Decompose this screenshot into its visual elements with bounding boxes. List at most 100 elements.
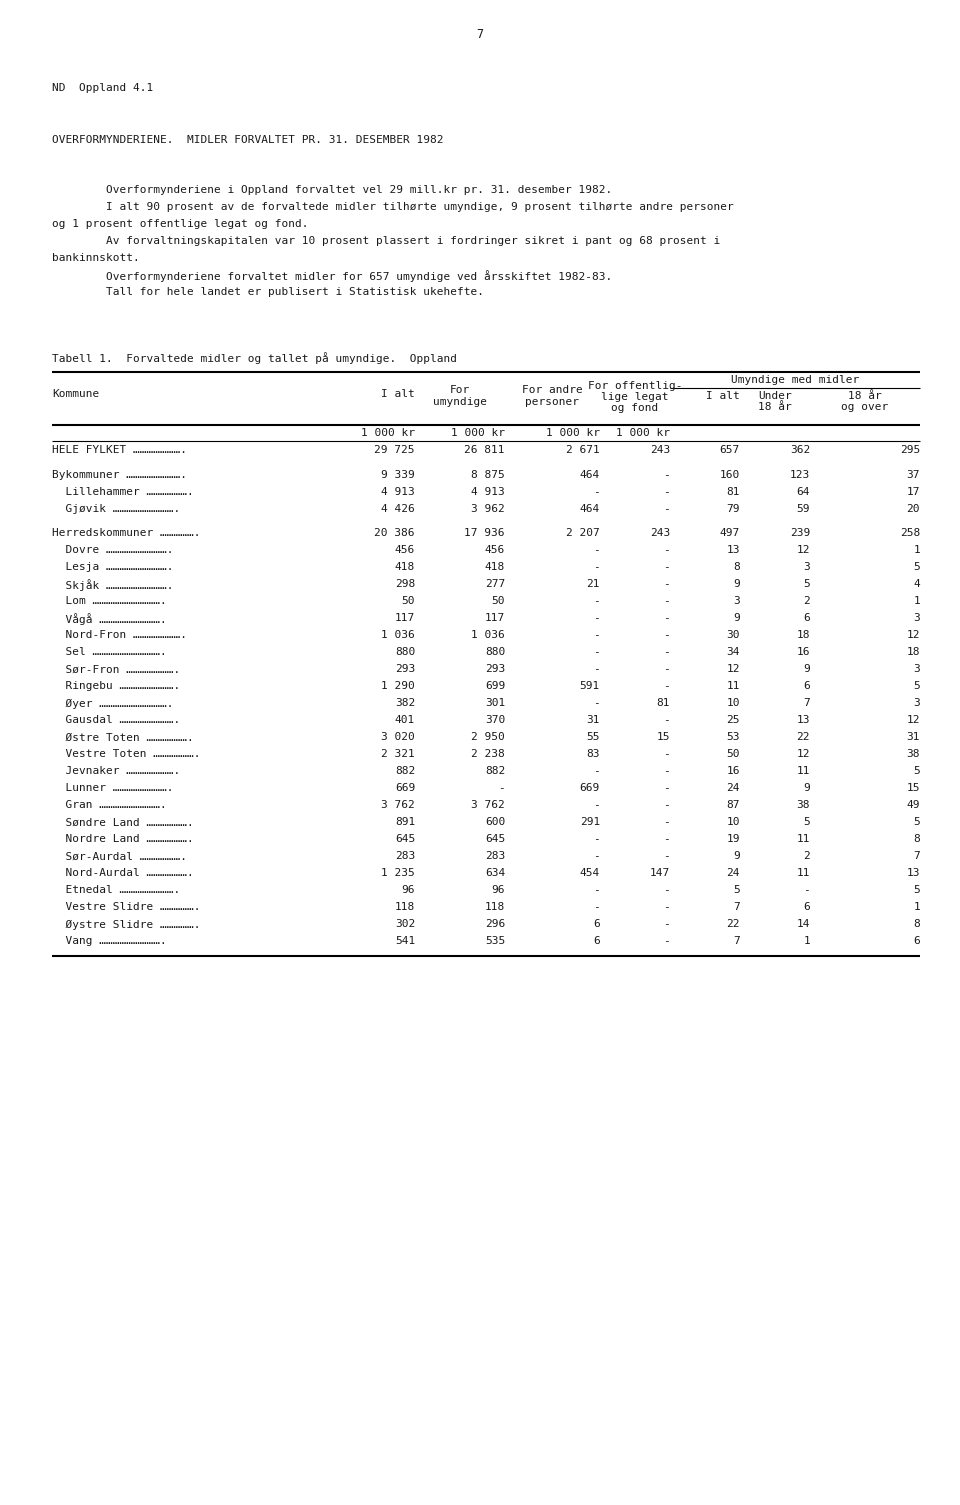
Text: 50: 50 <box>492 596 505 607</box>
Text: 4: 4 <box>913 579 920 590</box>
Text: -: - <box>593 698 600 709</box>
Text: 81: 81 <box>657 698 670 709</box>
Text: ND  Oppland 4.1: ND Oppland 4.1 <box>52 83 154 93</box>
Text: 12: 12 <box>797 749 810 760</box>
Text: 669: 669 <box>395 783 415 793</box>
Text: 11: 11 <box>797 766 810 777</box>
Text: 277: 277 <box>485 579 505 590</box>
Text: 5: 5 <box>804 817 810 828</box>
Text: 18 år: 18 år <box>758 402 792 412</box>
Text: 6: 6 <box>804 903 810 912</box>
Text: Tabell 1.  Forvaltede midler og tallet på umyndige.  Oppland: Tabell 1. Forvaltede midler og tallet på… <box>52 352 457 364</box>
Text: 5: 5 <box>913 682 920 691</box>
Text: 418: 418 <box>395 563 415 572</box>
Text: 11: 11 <box>797 834 810 844</box>
Text: 591: 591 <box>580 682 600 691</box>
Text: 258: 258 <box>900 528 920 539</box>
Text: 9: 9 <box>804 664 810 674</box>
Text: Østre Toten ……………….: Østre Toten ………………. <box>52 733 194 742</box>
Text: 291: 291 <box>580 817 600 828</box>
Text: -: - <box>663 903 670 912</box>
Text: Overformynderiene forvaltet midler for 657 umyndige ved årsskiftet 1982-83.: Overformynderiene forvaltet midler for 6… <box>52 269 612 281</box>
Text: Skjåk ……………………….: Skjåk ………………………. <box>52 579 174 591</box>
Text: 118: 118 <box>395 903 415 912</box>
Text: -: - <box>498 783 505 793</box>
Text: og over: og over <box>841 402 889 412</box>
Text: 401: 401 <box>395 715 415 725</box>
Text: I alt: I alt <box>381 388 415 399</box>
Text: -: - <box>663 749 670 760</box>
Text: 541: 541 <box>395 936 415 947</box>
Text: 16: 16 <box>727 766 740 777</box>
Text: Dovre ……………………….: Dovre ………………………. <box>52 545 174 555</box>
Text: I alt 90 prosent av de forvaltede midler tilhørte umyndige, 9 prosent tilhørte a: I alt 90 prosent av de forvaltede midler… <box>52 202 733 212</box>
Text: -: - <box>663 682 670 691</box>
Text: 669: 669 <box>580 783 600 793</box>
Text: 295: 295 <box>900 445 920 455</box>
Text: 1 000 kr: 1 000 kr <box>616 427 670 438</box>
Text: 10: 10 <box>727 698 740 709</box>
Text: 4 426: 4 426 <box>381 504 415 513</box>
Text: 117: 117 <box>395 614 415 623</box>
Text: -: - <box>663 936 670 947</box>
Text: Av forvaltningskapitalen var 10 prosent plassert i fordringer sikret i pant og 6: Av forvaltningskapitalen var 10 prosent … <box>52 236 720 245</box>
Text: 7: 7 <box>913 852 920 861</box>
Text: OVERFORMYNDERIENE.  MIDLER FORVALTET PR. 31. DESEMBER 1982: OVERFORMYNDERIENE. MIDLER FORVALTET PR. … <box>52 135 444 144</box>
Text: 1 000 kr: 1 000 kr <box>451 427 505 438</box>
Text: 14: 14 <box>797 920 810 929</box>
Text: -: - <box>663 817 670 828</box>
Text: 8: 8 <box>913 920 920 929</box>
Text: Gausdal …………………….: Gausdal ……………………. <box>52 715 180 725</box>
Text: 1 290: 1 290 <box>381 682 415 691</box>
Text: 1 036: 1 036 <box>471 631 505 640</box>
Text: 302: 302 <box>395 920 415 929</box>
Text: 1: 1 <box>804 936 810 947</box>
Text: 24: 24 <box>727 868 740 879</box>
Text: -: - <box>593 834 600 844</box>
Text: 880: 880 <box>395 647 415 658</box>
Text: -: - <box>663 664 670 674</box>
Text: 18: 18 <box>906 647 920 658</box>
Text: Lunner …………………….: Lunner ……………………. <box>52 783 174 793</box>
Text: -: - <box>804 885 810 895</box>
Text: 1 036: 1 036 <box>381 631 415 640</box>
Text: 699: 699 <box>485 682 505 691</box>
Text: 19: 19 <box>727 834 740 844</box>
Text: 18: 18 <box>797 631 810 640</box>
Text: 497: 497 <box>720 528 740 539</box>
Text: -: - <box>593 486 600 497</box>
Text: -: - <box>663 486 670 497</box>
Text: 418: 418 <box>485 563 505 572</box>
Text: Nordre Land ……………….: Nordre Land ………………. <box>52 834 194 844</box>
Text: 12: 12 <box>727 664 740 674</box>
Text: Nord-Fron ………………….: Nord-Fron …………………. <box>52 631 187 640</box>
Text: Jevnaker ………………….: Jevnaker …………………. <box>52 766 180 777</box>
Text: 12: 12 <box>906 715 920 725</box>
Text: -: - <box>593 563 600 572</box>
Text: -: - <box>663 596 670 607</box>
Text: 3: 3 <box>913 664 920 674</box>
Text: Øyer ………………………….: Øyer …………………………. <box>52 698 174 709</box>
Text: 53: 53 <box>727 733 740 742</box>
Text: 1 000 kr: 1 000 kr <box>546 427 600 438</box>
Text: Umyndige med midler: Umyndige med midler <box>731 375 859 385</box>
Text: HELE FYLKET ………………….: HELE FYLKET …………………. <box>52 445 187 455</box>
Text: 1 235: 1 235 <box>381 868 415 879</box>
Text: 18 år: 18 år <box>848 391 882 400</box>
Text: 5: 5 <box>733 885 740 895</box>
Text: 2 671: 2 671 <box>566 445 600 455</box>
Text: 464: 464 <box>580 470 600 480</box>
Text: 3 762: 3 762 <box>381 801 415 810</box>
Text: Overformynderiene i Oppland forvaltet vel 29 mill.kr pr. 31. desember 1982.: Overformynderiene i Oppland forvaltet ve… <box>52 185 612 196</box>
Text: 296: 296 <box>485 920 505 929</box>
Text: 4 913: 4 913 <box>471 486 505 497</box>
Text: 147: 147 <box>650 868 670 879</box>
Text: 25: 25 <box>727 715 740 725</box>
Text: 2 238: 2 238 <box>471 749 505 760</box>
Text: 6: 6 <box>804 614 810 623</box>
Text: 293: 293 <box>485 664 505 674</box>
Text: 20 386: 20 386 <box>374 528 415 539</box>
Text: Øystre Slidre …………….: Øystre Slidre ……………. <box>52 920 201 930</box>
Text: 55: 55 <box>587 733 600 742</box>
Text: -: - <box>663 614 670 623</box>
